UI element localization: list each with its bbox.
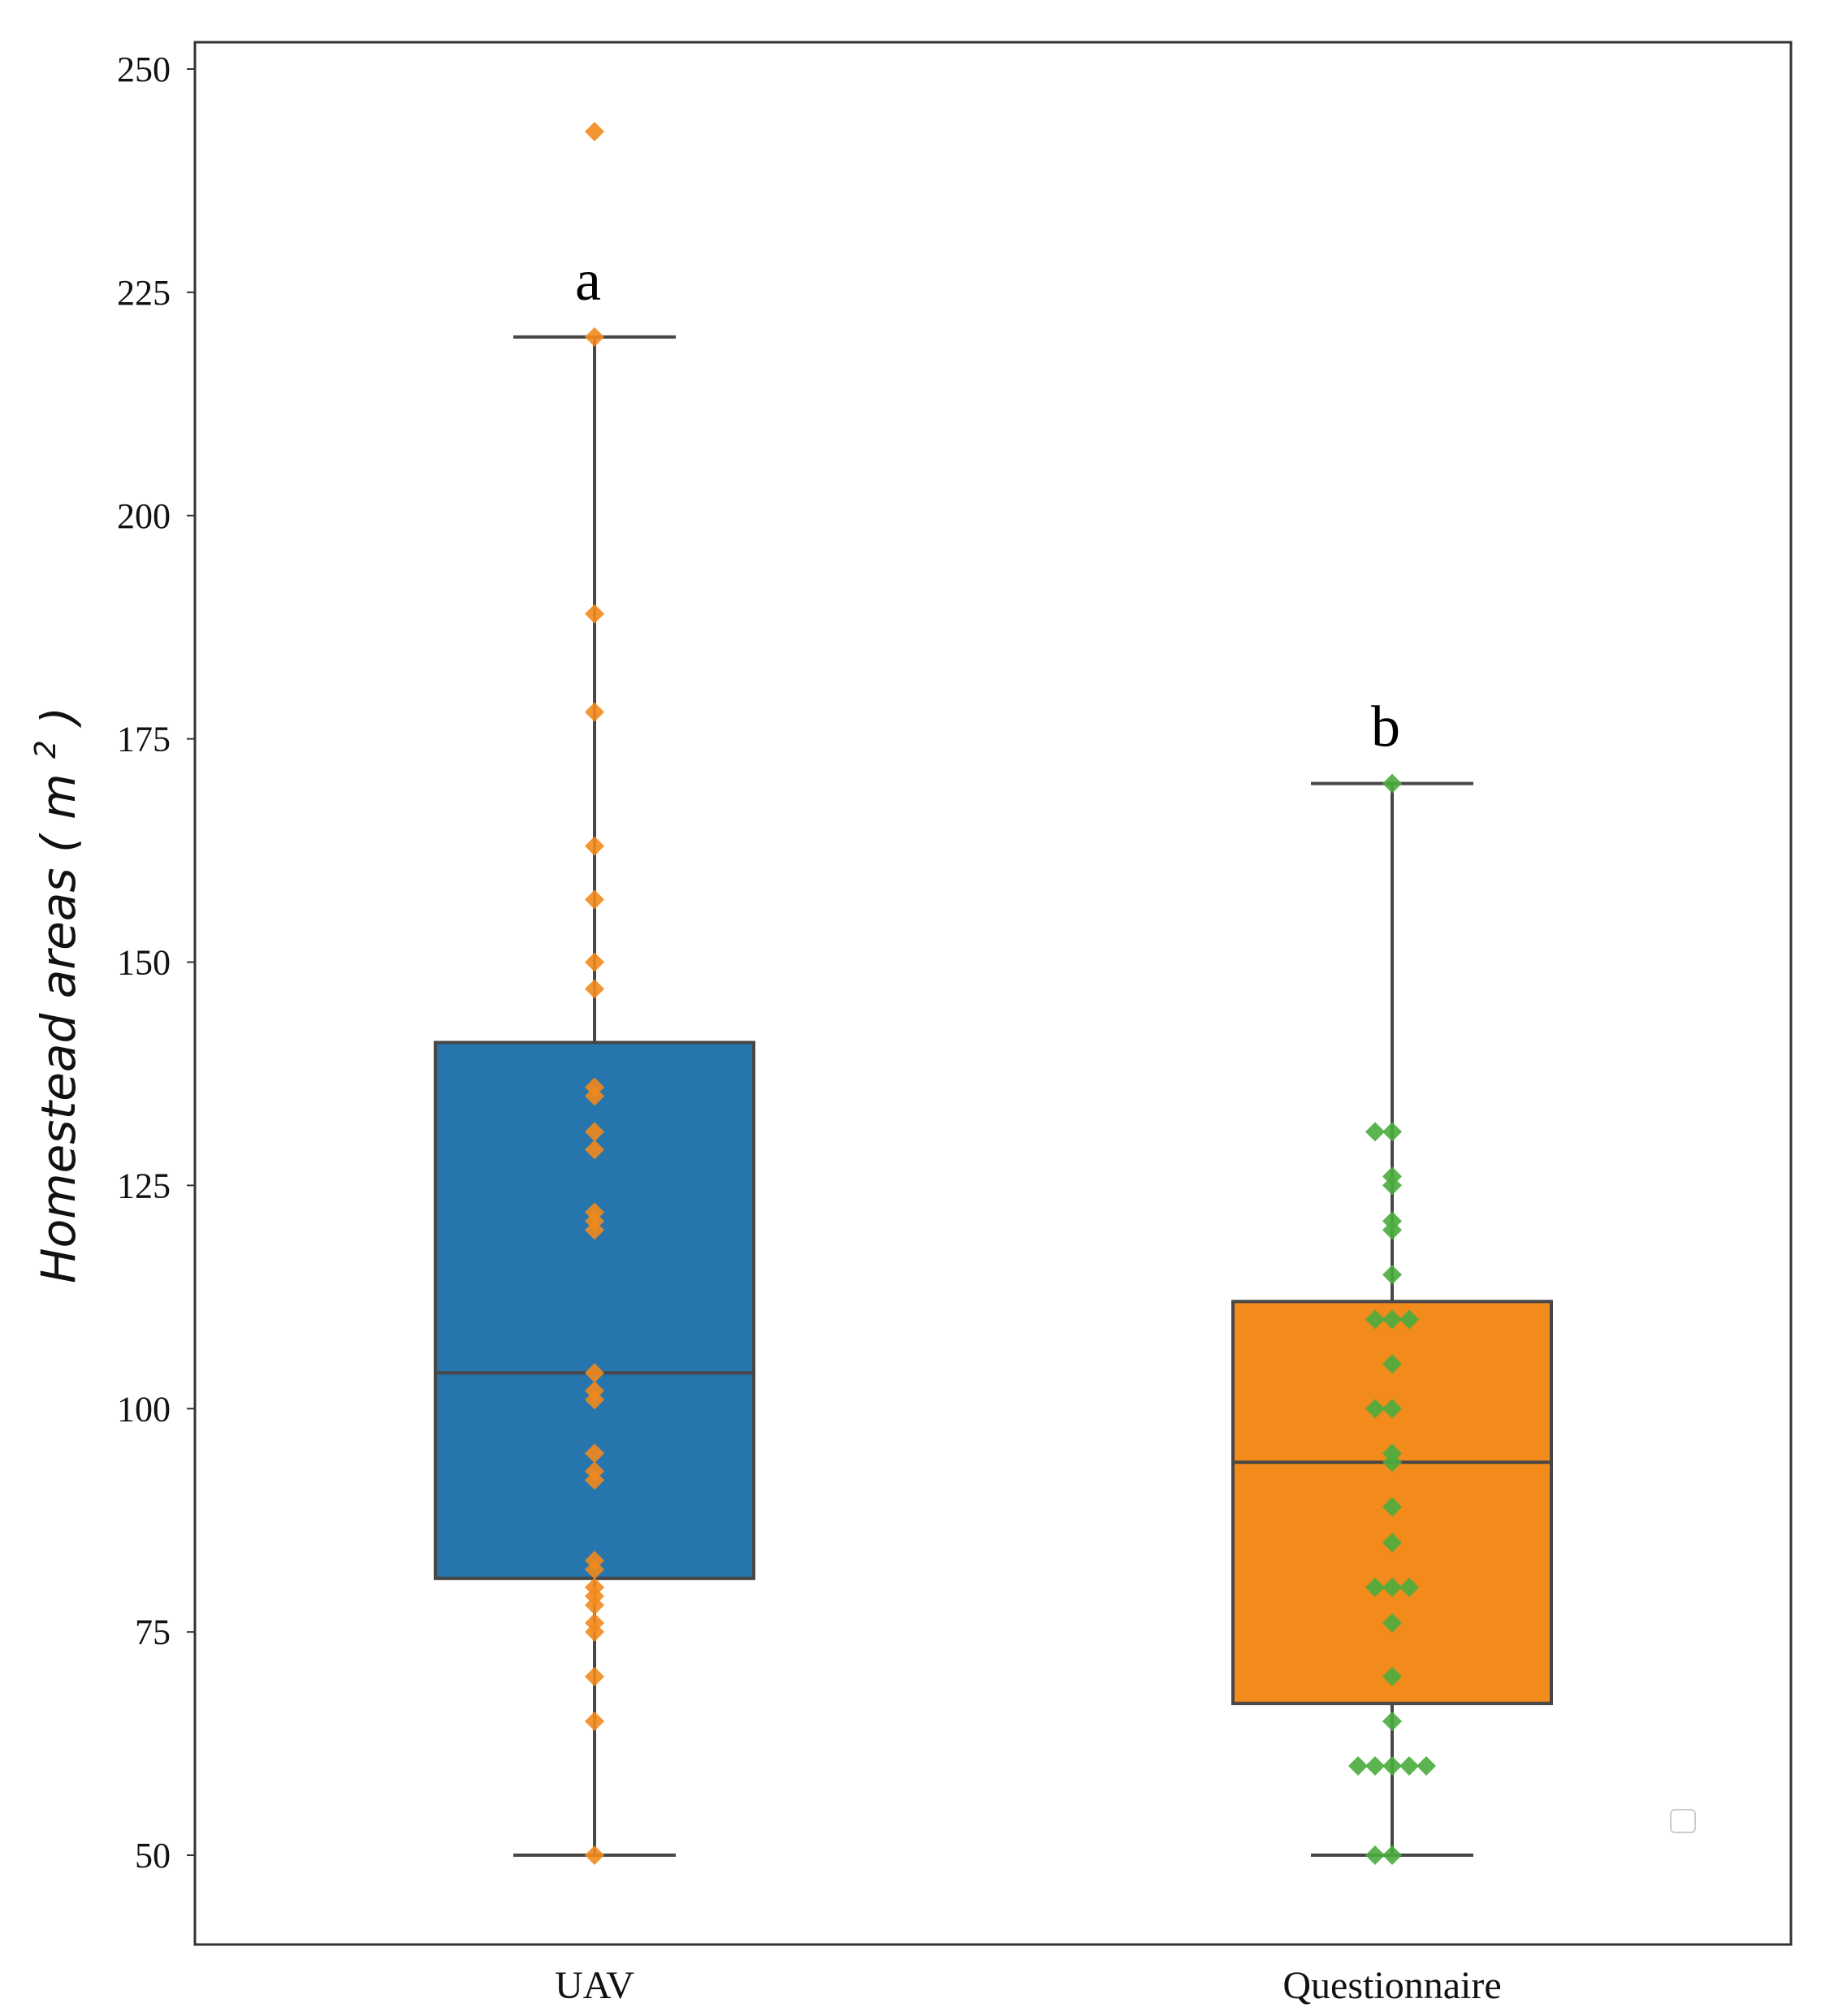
data-point bbox=[1382, 1845, 1402, 1866]
group-letter-b: b bbox=[1371, 694, 1400, 759]
data-point bbox=[585, 1122, 604, 1142]
data-point bbox=[1382, 1175, 1402, 1196]
data-point bbox=[585, 1390, 604, 1410]
y-axis-ticks: 50 75 100 125 150 175 200 225 250 bbox=[117, 50, 195, 1875]
data-point bbox=[1382, 1309, 1402, 1330]
data-point bbox=[585, 1667, 604, 1687]
y-tick-label: 175 bbox=[117, 720, 171, 759]
data-point bbox=[1382, 1667, 1402, 1687]
data-point bbox=[585, 1363, 604, 1383]
data-point bbox=[1382, 1265, 1402, 1285]
x-axis-category-labels: UAV Questionnaire bbox=[555, 1964, 1502, 2007]
data-point bbox=[585, 1560, 604, 1580]
data-point bbox=[585, 1595, 604, 1616]
data-point bbox=[585, 979, 604, 999]
data-point bbox=[1382, 1577, 1402, 1598]
data-point bbox=[585, 1470, 604, 1490]
data-point bbox=[1399, 1309, 1419, 1330]
data-point bbox=[585, 1443, 604, 1464]
data-point bbox=[1382, 1122, 1402, 1142]
data-point bbox=[1382, 1533, 1402, 1553]
data-point bbox=[1399, 1577, 1419, 1598]
y-tick-label: 150 bbox=[117, 943, 171, 983]
y-axis-title-unit: m bbox=[31, 773, 86, 820]
data-point bbox=[585, 121, 604, 141]
data-point bbox=[585, 1140, 604, 1160]
y-tick-label: 50 bbox=[135, 1836, 171, 1875]
data-point bbox=[585, 1711, 604, 1732]
data-point bbox=[1382, 1220, 1402, 1240]
legend-box bbox=[1670, 1809, 1696, 1833]
data-point bbox=[585, 1622, 604, 1642]
data-point bbox=[1382, 1354, 1402, 1374]
box-series-layer bbox=[434, 335, 1553, 1858]
data-point bbox=[1365, 1399, 1385, 1419]
data-point bbox=[1382, 1452, 1402, 1473]
y-tick-label: 75 bbox=[135, 1612, 171, 1652]
y-tick-label: 225 bbox=[117, 273, 171, 313]
group-letter-layer: ab bbox=[575, 248, 1400, 759]
y-tick-label: 100 bbox=[117, 1389, 171, 1429]
y-axis-title-text: Homestead areas bbox=[31, 867, 86, 1283]
data-point bbox=[1382, 1756, 1402, 1776]
y-axis-title-paren-close: ) bbox=[31, 707, 86, 729]
data-point bbox=[585, 1086, 604, 1106]
data-point bbox=[585, 889, 604, 910]
data-point bbox=[1382, 1497, 1402, 1517]
y-tick-label: 250 bbox=[117, 50, 171, 89]
group-letter-a: a bbox=[575, 248, 601, 313]
data-point bbox=[1417, 1756, 1436, 1776]
box-series-uav bbox=[434, 335, 755, 1858]
data-point bbox=[585, 604, 604, 624]
data-point bbox=[585, 702, 604, 722]
data-point bbox=[1382, 1399, 1402, 1419]
data-point bbox=[1382, 1613, 1402, 1633]
data-point bbox=[1365, 1577, 1385, 1598]
data-point bbox=[585, 1845, 604, 1866]
data-point bbox=[585, 952, 604, 972]
data-point bbox=[1382, 773, 1402, 794]
data-point bbox=[1365, 1756, 1385, 1776]
data-point bbox=[585, 836, 604, 856]
x-category-label: UAV bbox=[555, 1964, 634, 2007]
y-axis-title-paren-open: ( bbox=[31, 833, 86, 853]
data-point bbox=[585, 1220, 604, 1240]
data-point bbox=[1365, 1845, 1385, 1866]
data-point bbox=[1365, 1309, 1385, 1330]
x-category-label: Questionnaire bbox=[1282, 1964, 1501, 2007]
y-tick-label: 125 bbox=[117, 1166, 171, 1205]
data-point bbox=[1399, 1756, 1419, 1776]
data-point bbox=[1382, 1711, 1402, 1732]
data-point bbox=[1348, 1756, 1368, 1776]
data-point bbox=[1365, 1122, 1385, 1142]
point-layer bbox=[585, 121, 1436, 1866]
y-axis-title-unit-power: 2 bbox=[29, 740, 63, 759]
y-axis-title: Homestead areas ( m 2 ) bbox=[11, 707, 86, 1283]
data-point bbox=[585, 327, 604, 347]
y-tick-label: 200 bbox=[117, 496, 171, 536]
